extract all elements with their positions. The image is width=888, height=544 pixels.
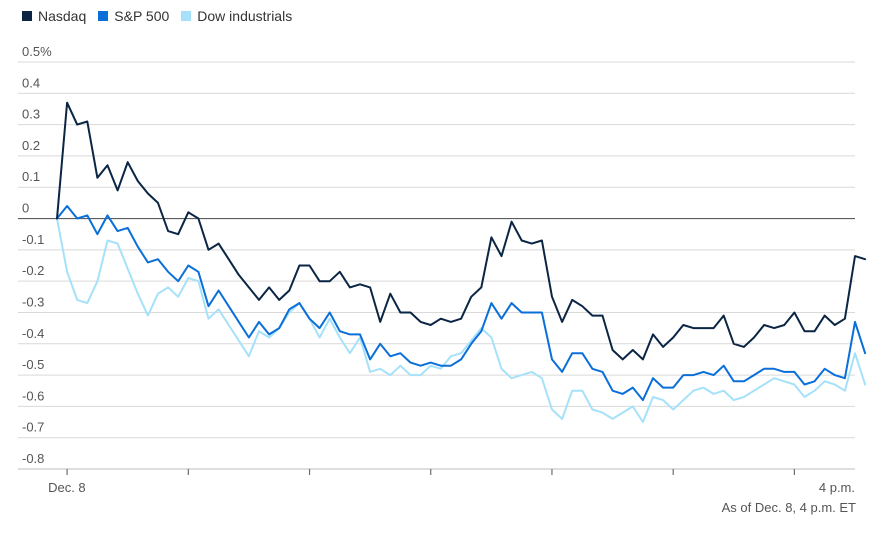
- legend-swatch-nasdaq: [22, 11, 32, 21]
- legend-label-nasdaq: Nasdaq: [38, 8, 87, 24]
- y-tick-label: 0.3: [22, 107, 40, 122]
- y-tick-label: -0.3: [22, 294, 44, 309]
- y-tick-label: -0.5: [22, 357, 44, 372]
- y-tick-label: 0.5%: [22, 44, 52, 59]
- y-tick-label: -0.2: [22, 263, 44, 278]
- x-tick-label: 4 p.m.: [819, 480, 855, 495]
- source-note: As of Dec. 8, 4 p.m. ET: [721, 500, 856, 515]
- y-tick-label: -0.1: [22, 232, 44, 247]
- y-tick-label: 0.2: [22, 138, 40, 153]
- chart-series: [56, 101, 867, 423]
- series-line-s-p-500: [56, 205, 867, 402]
- series-line-dow-industrials: [56, 217, 867, 423]
- chart-gridlines: [18, 61, 855, 470]
- y-tick-label: 0.1: [22, 169, 40, 184]
- legend-item-dow: Dow industrials: [181, 8, 292, 24]
- y-tick-label: -0.4: [22, 326, 44, 341]
- x-axis: Dec. 8 4 p.m.: [18, 468, 855, 495]
- y-tick-label: -0.7: [22, 420, 44, 435]
- y-tick-label: -0.6: [22, 388, 44, 403]
- series-line-nasdaq: [56, 101, 867, 361]
- legend-label-sp500: S&P 500: [114, 8, 170, 24]
- y-tick-label: -0.8: [22, 451, 44, 466]
- legend-item-nasdaq: Nasdaq: [22, 8, 86, 24]
- x-tick-label: Dec. 8: [48, 480, 86, 495]
- legend-item-sp500: S&P 500: [98, 8, 169, 24]
- y-tick-label: 0.4: [22, 75, 40, 90]
- y-axis-tick-labels: 0.5% 0.4 0.3 0.2 0.1 0 -0.1 -0.2 -0.3 -0.4 -0.5 -0.…: [22, 44, 52, 466]
- legend-label-dow: Dow industrials: [197, 8, 293, 24]
- chart-legend: Nasdaq S&P 500 Dow industrials: [22, 7, 304, 25]
- legend-swatch-dow: [181, 11, 192, 21]
- y-tick-label: 0: [22, 201, 29, 216]
- legend-swatch-sp500: [98, 11, 109, 21]
